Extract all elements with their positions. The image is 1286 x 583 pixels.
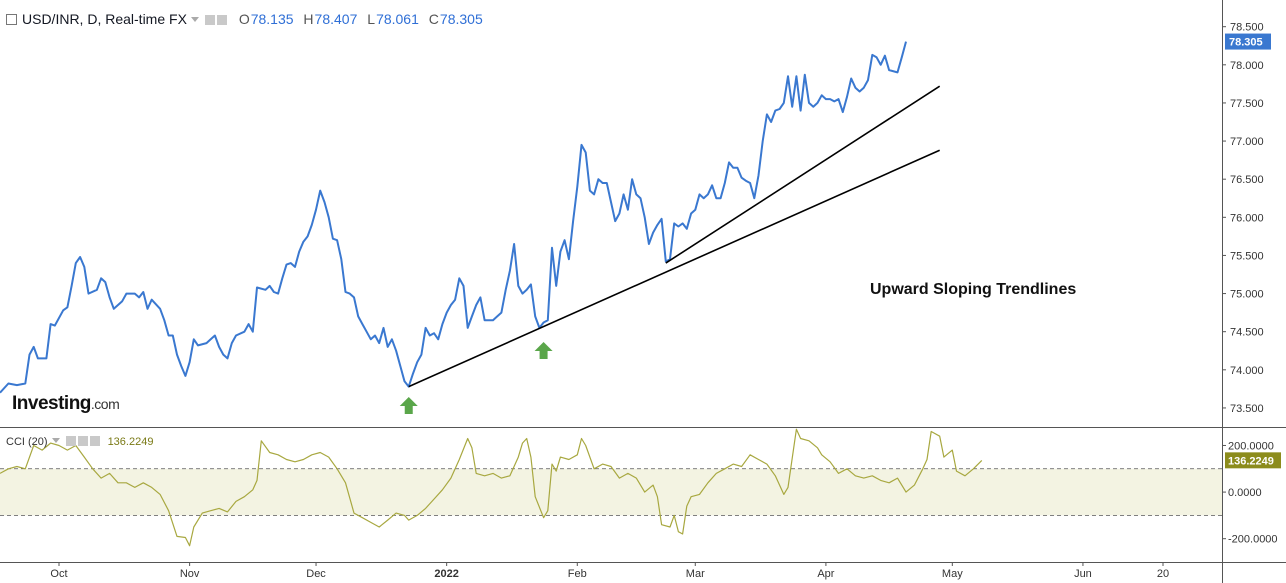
price-legend: USD/INR, D, Real-time FX O78.135 H78.407…: [6, 11, 483, 27]
y-tick-label: 74.500: [1230, 327, 1264, 339]
x-tick-label: 2022: [434, 568, 458, 580]
up-arrow-shape: [534, 342, 553, 359]
gear-icon[interactable]: [216, 15, 227, 25]
y-tick-label: 78.000: [1230, 60, 1264, 72]
last-price-label: 78.305: [1229, 37, 1263, 49]
cci-eye-icon[interactable]: [65, 436, 76, 446]
cci-tick-label: -200.0000: [1228, 534, 1278, 546]
price-line: [0, 41, 907, 394]
high-key: H: [303, 11, 314, 27]
cci-label[interactable]: CCI (20): [6, 436, 48, 448]
logo-suffix: .com: [90, 396, 120, 412]
price-pane[interactable]: Upward Sloping Trendlines: [0, 41, 1076, 414]
low-value: 78.061: [376, 11, 419, 27]
y-tick-label: 78.500: [1230, 22, 1264, 34]
y-tick-label: 73.500: [1230, 403, 1264, 415]
y-tick-label: 75.500: [1230, 250, 1264, 262]
up-arrow-icon: [399, 397, 418, 414]
collapse-icon[interactable]: [6, 14, 17, 25]
x-tick-label: 20: [1157, 568, 1169, 580]
up-arrow-icon: [534, 342, 553, 359]
cci-value-badge: [1225, 452, 1281, 469]
logo-main: Investing: [12, 393, 91, 414]
cci-chevron-down-icon[interactable]: [51, 438, 60, 443]
trendline-2: [665, 85, 941, 264]
cci-line: [0, 428, 983, 547]
cci-value-badge-label: 136.2249: [1228, 455, 1274, 467]
y-tick-label: 77.000: [1230, 136, 1264, 148]
close-value: 78.305: [439, 11, 483, 27]
y-tick-label: 74.000: [1230, 365, 1264, 377]
x-tick-label: Apr: [817, 568, 834, 580]
cci-close-icon[interactable]: [89, 436, 100, 446]
open-value: 78.135: [250, 11, 294, 27]
eye-icon[interactable]: [204, 15, 215, 25]
last-price-badge: [1225, 33, 1271, 50]
chevron-down-icon[interactable]: [190, 17, 199, 22]
y-tick-label: 75.000: [1230, 289, 1264, 301]
cci-legend: CCI (20) 136.2249: [6, 436, 153, 448]
symbol-label[interactable]: USD/INR, D, Real-time FX: [22, 11, 187, 27]
x-tick-label: Feb: [568, 568, 587, 580]
up-arrow-shape: [399, 397, 418, 414]
investing-logo: Investing.com: [12, 393, 120, 415]
x-tick-label: Dec: [306, 568, 326, 580]
cci-band: [0, 468, 1222, 516]
x-tick-label: May: [942, 568, 963, 580]
close-key: C: [428, 11, 439, 27]
high-value: 78.407: [314, 11, 358, 27]
y-tick-label: 76.000: [1230, 212, 1264, 224]
x-tick-label: Oct: [50, 568, 67, 580]
cci-tick-label: 0.0000: [1228, 487, 1262, 499]
low-key: L: [367, 11, 376, 27]
cci-gear-icon[interactable]: [77, 436, 88, 446]
y-tick-label: 76.500: [1230, 174, 1264, 186]
cci-tick-label: 200.0000: [1228, 440, 1274, 452]
trendline-annotation: Upward Sloping Trendlines: [870, 281, 1076, 298]
x-tick-label: Jun: [1074, 568, 1092, 580]
x-tick-label: Nov: [180, 568, 200, 580]
x-tick-label: Mar: [686, 568, 705, 580]
y-tick-label: 77.500: [1230, 98, 1264, 110]
open-key: O: [238, 11, 250, 27]
cci-pane[interactable]: [0, 428, 1222, 547]
trendline-1: [408, 149, 941, 388]
cci-value: 136.2249: [107, 436, 154, 448]
